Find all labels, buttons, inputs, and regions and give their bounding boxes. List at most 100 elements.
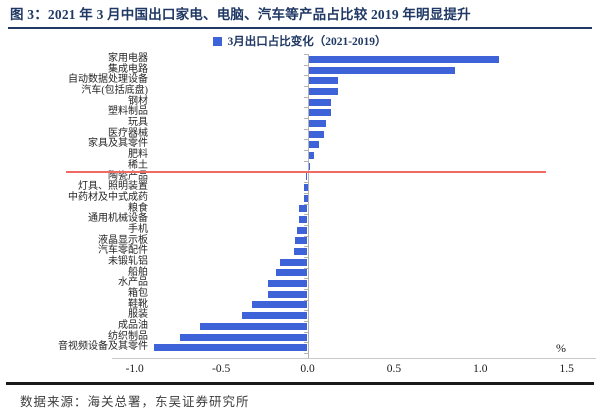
bar — [279, 258, 308, 266]
y-axis-tick — [303, 160, 308, 162]
y-axis-tick — [303, 203, 308, 205]
category-label: 水产品 — [118, 277, 148, 289]
y-axis-tick — [303, 192, 308, 194]
category-label: 玩具 — [128, 117, 148, 129]
reference-line — [66, 170, 546, 173]
y-axis-tick — [303, 246, 308, 248]
y-axis-tick — [303, 139, 308, 141]
category-label: 汽车零配件 — [98, 245, 148, 257]
category-label: 灯具、照明装置 — [78, 181, 148, 193]
footer-divider — [6, 382, 594, 385]
category-label: 纺织制品 — [108, 330, 148, 342]
category-label: 汽车(包括底盘) — [81, 85, 148, 96]
y-axis-tick — [303, 64, 308, 66]
bar — [252, 301, 308, 309]
category-label: 未锻轧铝 — [108, 255, 148, 267]
category-label: 船舶 — [128, 266, 148, 278]
y-axis-tick — [303, 235, 308, 237]
y-axis-tick — [303, 224, 308, 226]
x-tick-label: -1.0 — [125, 363, 144, 375]
bar — [298, 216, 308, 223]
bar — [304, 194, 308, 202]
bar — [305, 173, 308, 181]
bar — [295, 237, 308, 245]
category-label: 陶瓷产品 — [108, 170, 148, 182]
x-tick-label: 1.5 — [559, 363, 574, 375]
bar — [308, 109, 331, 117]
bar — [153, 344, 308, 352]
x-tick-label: 0.0 — [300, 363, 315, 375]
bar — [276, 269, 308, 277]
bar — [200, 322, 308, 330]
y-axis-tick — [303, 75, 308, 77]
bar — [308, 55, 499, 63]
x-tick-label: -0.5 — [211, 363, 231, 375]
y-axis-tick — [303, 267, 308, 269]
y-axis-tick — [303, 299, 308, 301]
category-label: 中药材及中式成药 — [68, 191, 148, 203]
category-label: 液晶显示板 — [98, 234, 148, 246]
category-label: 医疗器械 — [108, 127, 148, 139]
bar — [241, 312, 308, 320]
y-axis-tick — [303, 331, 308, 333]
data-source-note: 数据来源：海关总署，东吴证券研究所 — [20, 395, 250, 409]
chart-legend: 3月出口占比变化（2021-2019） — [0, 33, 600, 49]
y-axis-tick — [303, 86, 308, 87]
bar — [308, 130, 325, 138]
y-axis-tick — [303, 107, 308, 109]
bar — [308, 87, 338, 95]
category-label: 家用电器 — [108, 53, 148, 64]
y-axis-tick — [303, 96, 308, 98]
bar — [304, 184, 308, 191]
bar — [308, 162, 311, 170]
category-label: 手机 — [128, 223, 148, 235]
category-label: 鞋靴 — [128, 298, 148, 310]
x-axis-line — [112, 358, 596, 359]
bar — [308, 66, 456, 74]
x-tick-label: 1.0 — [473, 363, 488, 375]
bar — [308, 151, 314, 159]
category-label: 集成电路 — [108, 63, 148, 75]
bar-chart-plot-area: 家用电器 集成电路 自动数据处理设备 汽车(包括底盘) 钢材 塑料制品 玩具 医疗器械 家具及其… — [0, 53, 600, 358]
category-label: 稀土 — [128, 159, 148, 171]
category-label: 箱包 — [128, 287, 148, 299]
x-tick-label: 0.5 — [386, 363, 402, 375]
zero-axis-line — [307, 54, 309, 358]
y-axis-tick — [303, 278, 308, 280]
y-axis-tick — [303, 342, 308, 344]
category-label: 肥料 — [128, 149, 148, 161]
bar — [308, 77, 338, 85]
y-axis-tick — [303, 150, 308, 152]
bar — [308, 141, 319, 149]
title-divider — [8, 27, 592, 29]
bar — [267, 280, 308, 288]
category-label: 钢材 — [128, 95, 148, 107]
legend-label: 3月出口占比变化（2021-2019） — [227, 36, 387, 48]
y-axis-tick — [303, 54, 308, 55]
figure-title: 图 3：2021 年 3 月中国出口家电、电脑、汽车等产品占比较 2019 年明… — [10, 7, 471, 22]
y-axis-tick — [303, 353, 308, 354]
y-axis-tick — [303, 321, 308, 322]
category-label: 音视频设备及其零件 — [58, 341, 148, 353]
y-axis-tick — [303, 182, 308, 184]
category-label: 塑料制品 — [108, 106, 148, 118]
y-axis-tick — [303, 118, 308, 120]
bar — [308, 119, 326, 127]
bar — [293, 248, 308, 256]
category-label: 服装 — [128, 309, 148, 321]
category-label: 粮食 — [128, 202, 148, 214]
bar — [298, 205, 308, 213]
category-label: 通用机械设备 — [88, 213, 148, 225]
unit-label: % — [556, 341, 566, 355]
bar — [179, 333, 308, 341]
y-axis-tick — [303, 128, 308, 130]
legend-swatch-icon — [213, 36, 223, 46]
y-axis-tick — [303, 310, 308, 312]
bar — [297, 226, 308, 234]
y-axis-tick — [303, 256, 308, 258]
bar — [308, 98, 331, 106]
y-axis-tick — [303, 288, 308, 290]
category-label: 自动数据处理设备 — [68, 74, 148, 86]
y-axis-tick — [303, 214, 308, 216]
